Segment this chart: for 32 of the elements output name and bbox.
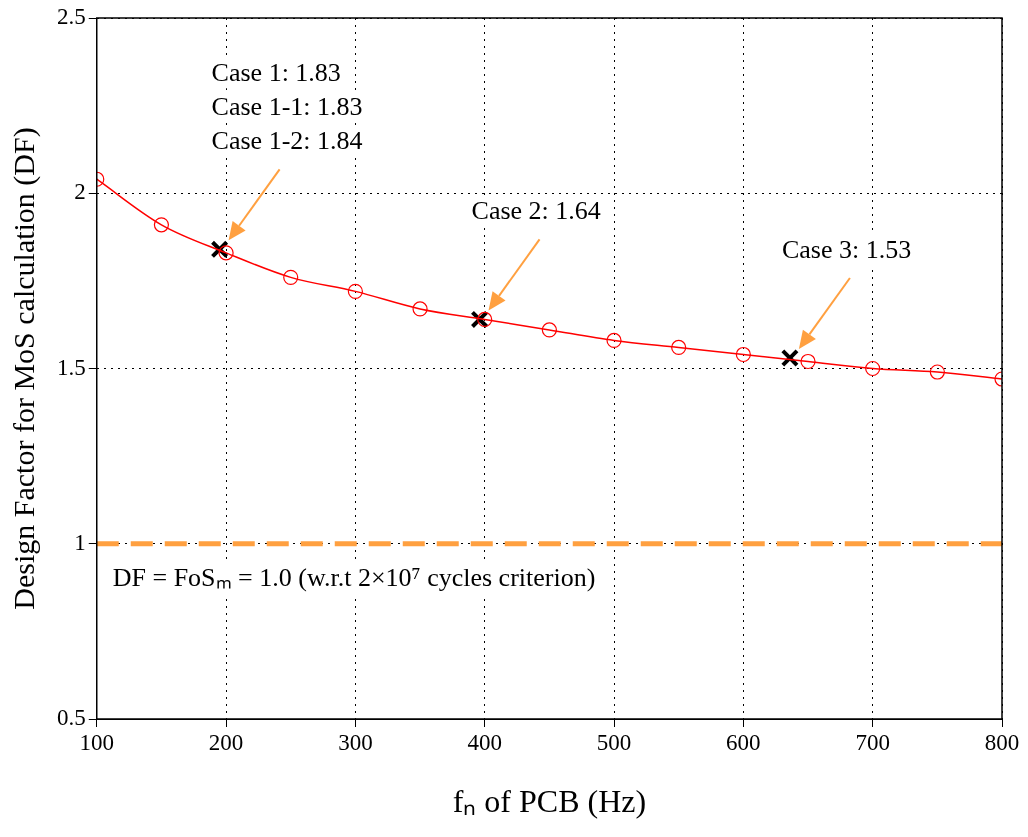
- x-tick-label: 300: [338, 729, 373, 755]
- y-tick-label: 2: [74, 179, 86, 205]
- point: [800, 353, 816, 370]
- y-tick-label: 1.5: [57, 354, 86, 380]
- y-axis-title: Design Factor for MoS calculation (DF): [6, 127, 41, 610]
- point: [541, 322, 557, 338]
- x-tick-label: 700: [855, 729, 890, 755]
- point: [218, 245, 234, 261]
- y-tick-label: 1: [74, 529, 86, 555]
- point: [153, 217, 170, 233]
- ref-line-label: DF = FoSₘ = 1.0 (w.r.t 2×10⁷ cycles criterion): [112, 562, 596, 592]
- point: [929, 364, 945, 380]
- x-tick-label: 400: [467, 729, 502, 755]
- annotation: Case 2: 1.64: [471, 196, 601, 226]
- point: [865, 360, 881, 377]
- annotation: Case 1: 1.83 Case 1-1: 1.83 Case 1-2: 1.84: [211, 58, 363, 156]
- point: [671, 339, 687, 356]
- x-tick-label: 200: [208, 729, 244, 755]
- point: [283, 269, 299, 285]
- x-tick-label: 100: [79, 729, 114, 755]
- annotation: Case 3: 1.53: [781, 234, 912, 264]
- x-tick-label: 600: [726, 729, 761, 755]
- x-tick-label: 500: [596, 729, 632, 755]
- point: [412, 301, 428, 317]
- point: [477, 311, 493, 328]
- point: [347, 283, 363, 299]
- y-tick-label: 2.5: [57, 4, 86, 30]
- point: [606, 332, 622, 349]
- y-tick-label: 0.5: [57, 705, 86, 731]
- point: [735, 346, 751, 363]
- x-axis-title: fₙ of PCB (Hz): [452, 783, 647, 820]
- x-tick-label: 800: [984, 729, 1020, 755]
